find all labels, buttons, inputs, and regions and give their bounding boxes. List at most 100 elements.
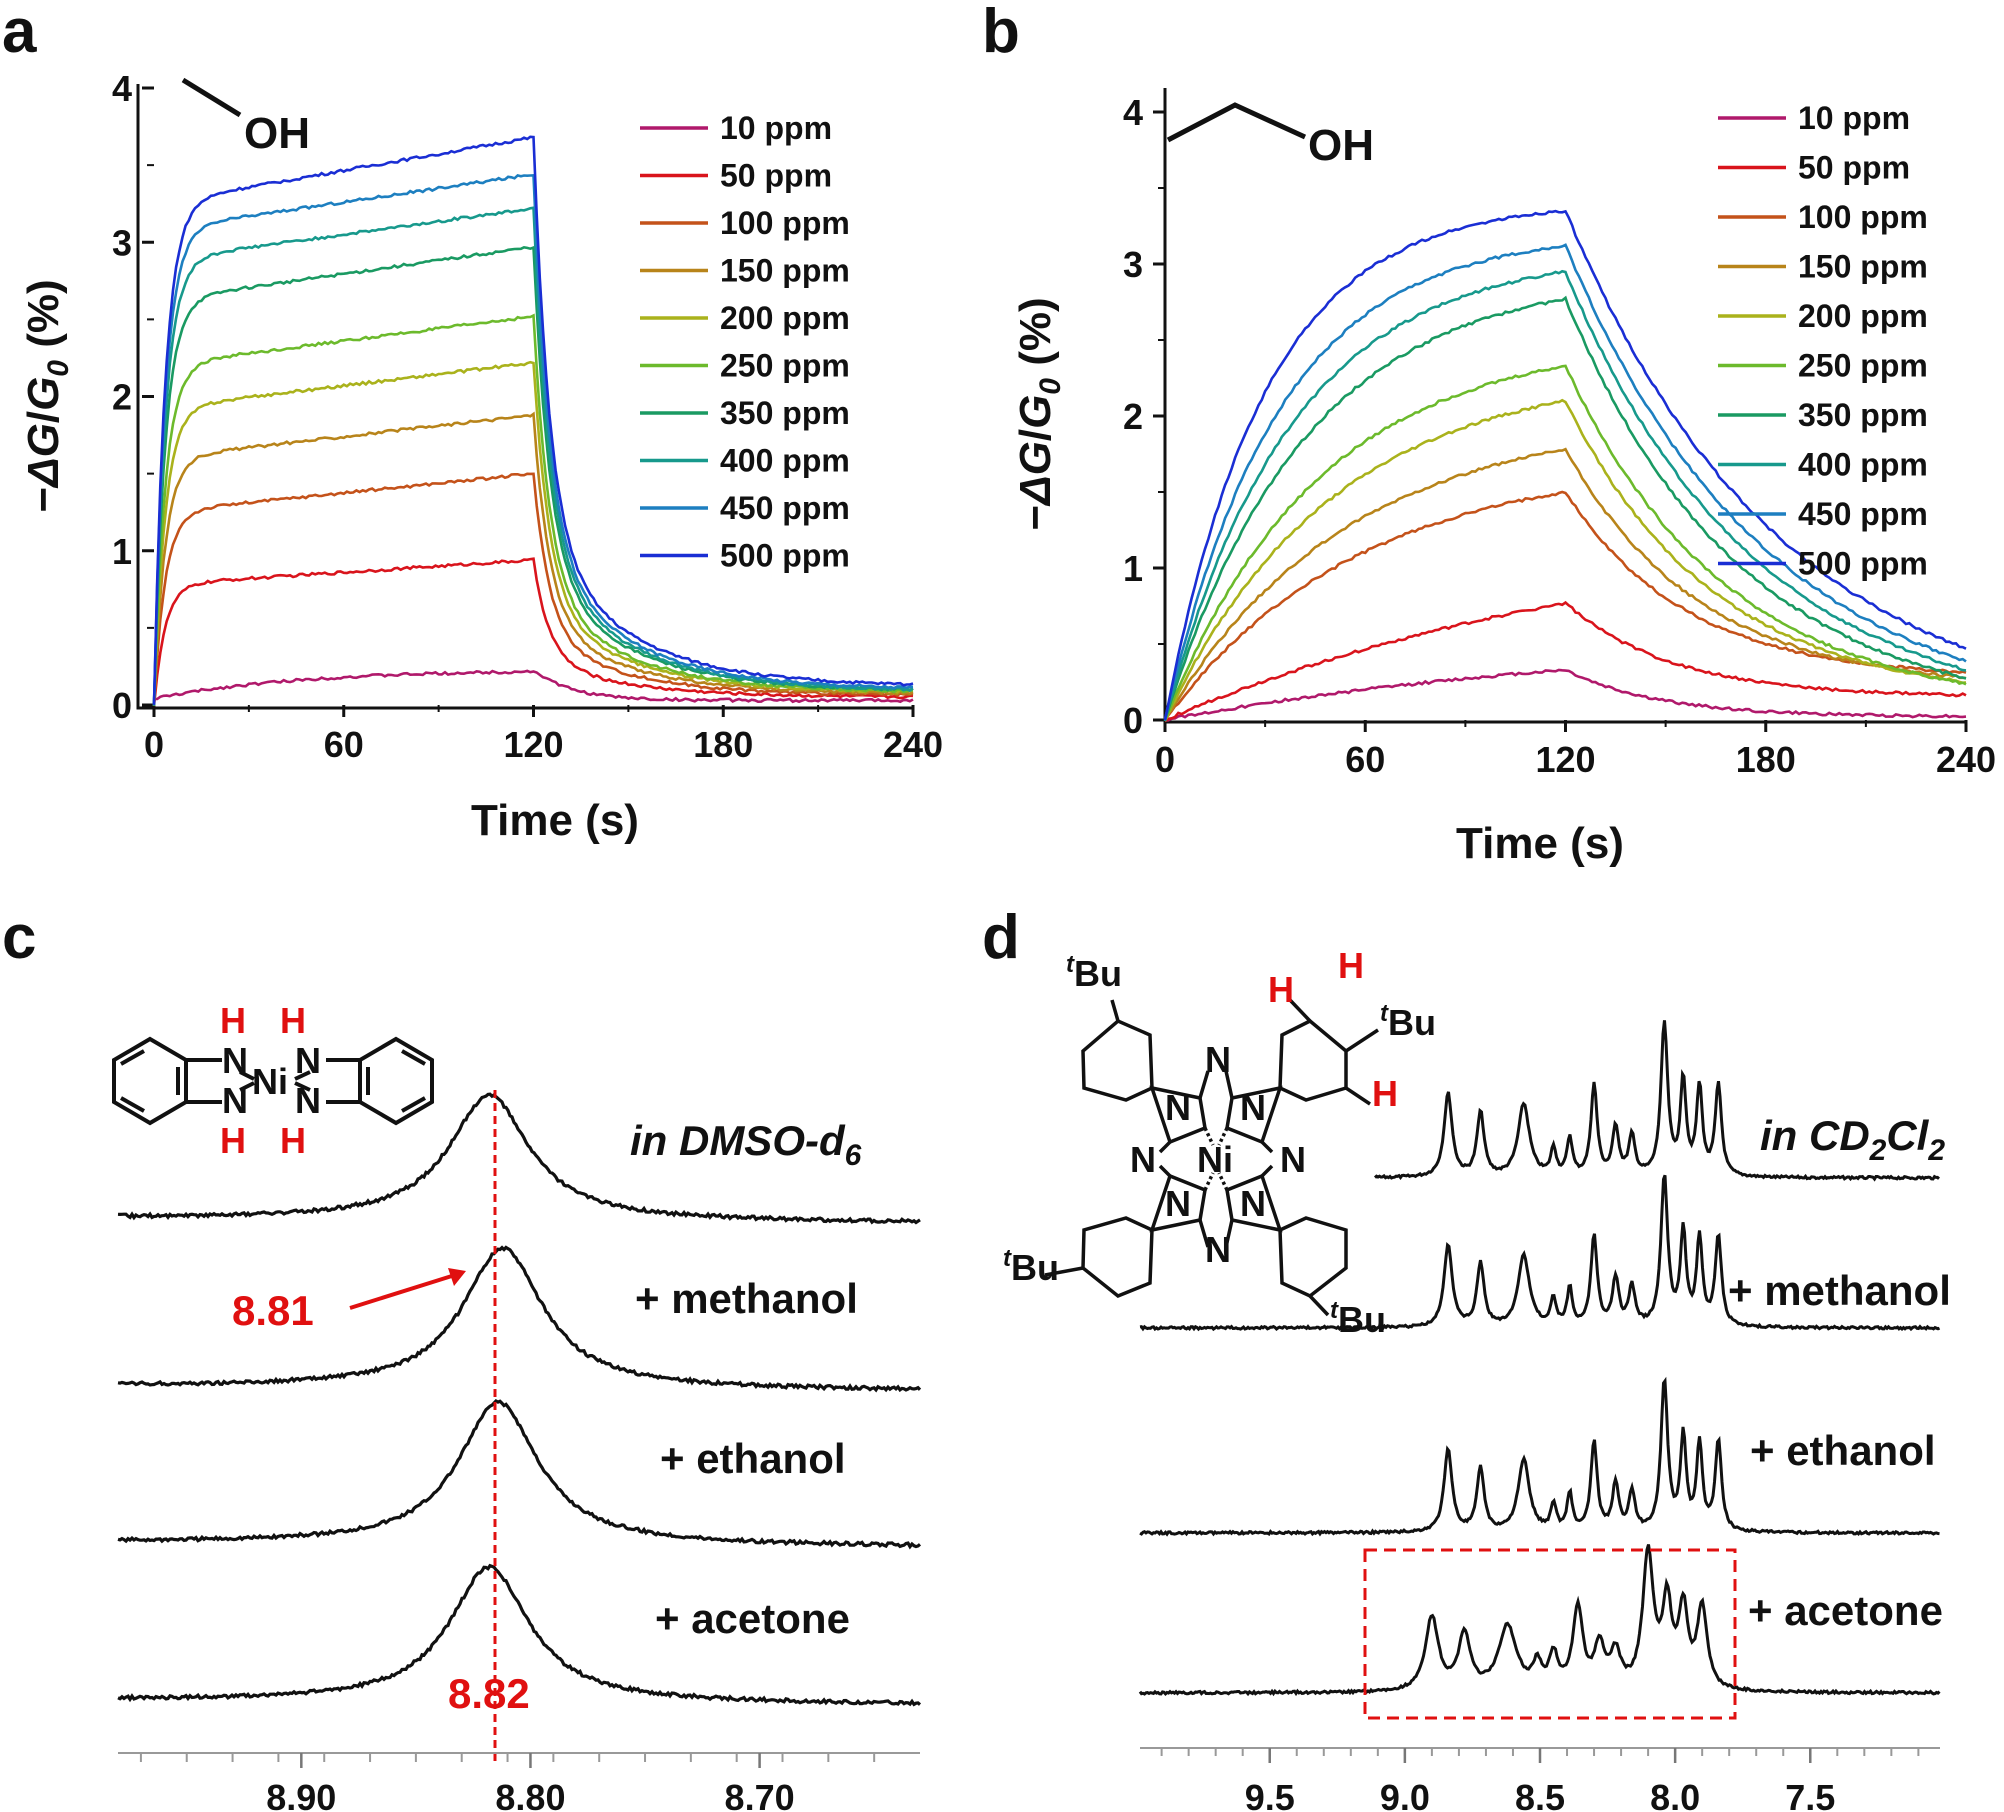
structure-c-n1: N	[222, 1040, 248, 1081]
structure-c-n2: N	[222, 1080, 248, 1121]
chart-a-axes	[136, 84, 913, 710]
chart-d-label-4: + acetone	[1748, 1587, 1943, 1634]
x-tick-label: 120	[503, 724, 563, 765]
structure-c-h1: H	[220, 1000, 246, 1041]
panel-letter-b: b	[982, 0, 1020, 66]
series-line-50-ppm	[152, 557, 914, 707]
legend-label: 250 ppm	[1798, 348, 1928, 384]
panel-letter-a: a	[2, 0, 37, 66]
x-tick-label: 0	[144, 724, 164, 765]
structure-c-h2: H	[280, 1000, 306, 1041]
y-tick-label: 4	[112, 68, 132, 109]
nmr-d-spectrum-3	[1138, 1544, 1941, 1697]
chart-b-lines	[1163, 209, 1967, 723]
chart-c-label-4: + acetone	[655, 1595, 850, 1642]
series-line-400-ppm	[152, 206, 914, 706]
legend-label: 10 ppm	[1798, 100, 1910, 136]
panel-c: c N N N N Ni H H H H	[2, 903, 922, 1812]
legend-label: 250 ppm	[720, 348, 850, 384]
legend-label: 50 ppm	[720, 158, 832, 194]
legend-label: 450 ppm	[1798, 496, 1928, 532]
x-tick-label: 8.80	[495, 1777, 565, 1812]
panel-letter-d: d	[982, 903, 1020, 972]
legend-label: 500 ppm	[720, 538, 850, 574]
legend-label: 400 ppm	[1798, 447, 1928, 483]
molecule-a-oh-label: OH	[244, 109, 310, 158]
structure-d-n6: N	[1240, 1087, 1266, 1128]
x-tick-label: 120	[1535, 739, 1595, 780]
x-tick-label: 8.0	[1650, 1777, 1700, 1812]
chart-d-label-1: in CD2Cl2	[1760, 1112, 1945, 1167]
series-line-10-ppm	[1164, 668, 1967, 722]
chart-d-ticks: 9.5 9.0 8.5 8.0 7.5	[1160, 1748, 1920, 1812]
chart-c-shift-upper: 8.81	[232, 1287, 314, 1334]
chart-b-ylabel: −ΔG/G0 (%)	[1011, 297, 1067, 530]
structure-d-tbu3: tBu	[1003, 1245, 1059, 1288]
x-tick-label: 180	[1736, 739, 1796, 780]
structure-d-n5: N	[1165, 1087, 1191, 1128]
series-line-50-ppm	[1164, 600, 1967, 723]
structure-c-ni: Ni	[252, 1061, 288, 1102]
nmr-c-spectrum-0	[117, 1092, 921, 1225]
x-tick-label: 240	[1936, 739, 1996, 780]
legend-label: 100 ppm	[720, 205, 850, 241]
x-tick-label: 60	[324, 724, 364, 765]
y-tick-label: 3	[112, 222, 132, 263]
chart-d-spectra	[1138, 1020, 1941, 1697]
structure-c-ni-complex	[112, 1036, 434, 1126]
structure-d-n8: N	[1240, 1183, 1266, 1224]
series-line-200-ppm	[1163, 398, 1967, 722]
chart-b-xlabel: Time (s)	[1456, 819, 1624, 868]
x-tick-label: 8.70	[725, 1777, 795, 1812]
chart-b-legend: 10 ppm 50 ppm 100 ppm 150 ppm 200 ppm 250 ppm…	[1718, 100, 1928, 582]
legend-label: 400 ppm	[720, 443, 850, 479]
chart-c-label-3: + ethanol	[660, 1435, 846, 1482]
legend-label: 50 ppm	[1798, 150, 1910, 186]
x-tick-label: 7.5	[1785, 1777, 1835, 1812]
structure-d-n7: N	[1165, 1183, 1191, 1224]
series-line-350-ppm	[1163, 295, 1967, 721]
chart-a-xlabel: Time (s)	[471, 796, 639, 845]
nmr-c-spectrum-1	[117, 1245, 922, 1393]
structure-d-h2: H	[1338, 945, 1364, 986]
structure-c-h4: H	[280, 1120, 306, 1161]
legend-label: 500 ppm	[1798, 546, 1928, 582]
chart-c-spectra	[117, 1092, 922, 1707]
y-tick-label: 2	[1123, 396, 1143, 437]
y-tick-label: 3	[1123, 244, 1143, 285]
structure-d-tbu1: tBu	[1066, 951, 1122, 994]
series-line-450-ppm	[1163, 243, 1967, 720]
y-tick-label: 0	[112, 685, 132, 726]
molecule-methanol: OH	[181, 77, 310, 158]
y-tick-label: 4	[1123, 92, 1143, 133]
chart-c-ticks: 8.90 8.80 8.70	[139, 1753, 876, 1812]
molecule-b-oh-label: OH	[1308, 121, 1374, 170]
series-line-500-ppm	[152, 135, 914, 705]
x-tick-label: 8.5	[1515, 1777, 1565, 1812]
chart-a-ylabel: −ΔG/G0 (%)	[19, 279, 75, 512]
legend-label: 200 ppm	[1798, 298, 1928, 334]
series-line-250-ppm	[1163, 364, 1967, 720]
x-tick-label: 60	[1345, 739, 1385, 780]
nmr-c-spectrum-3	[117, 1563, 922, 1707]
panel-d: d	[982, 903, 1951, 1812]
chart-c-shift-lower: 8.82	[448, 1670, 530, 1717]
x-tick-label: 9.0	[1380, 1777, 1430, 1812]
chart-c-label-1: in DMSO-d6	[630, 1117, 862, 1172]
structure-c-n3: N	[295, 1040, 321, 1081]
molecule-ethanol: OH	[1166, 102, 1374, 170]
structure-d-n2: N	[1205, 1229, 1231, 1270]
chart-c-label-2: + methanol	[635, 1275, 858, 1322]
structure-c-n4: N	[295, 1080, 321, 1121]
x-tick-label: 180	[693, 724, 753, 765]
structure-d-tbu4: tBu	[1330, 1297, 1386, 1340]
series-line-150-ppm	[1163, 447, 1967, 721]
legend-label: 100 ppm	[1798, 199, 1928, 235]
nmr-c-spectrum-2	[117, 1399, 922, 1550]
chart-c-arrow-head	[448, 1268, 466, 1286]
x-tick-label: 8.90	[266, 1777, 336, 1812]
legend-label: 200 ppm	[720, 300, 850, 336]
nmr-d-spectrum-1	[1139, 1174, 1941, 1332]
y-tick-label: 2	[112, 377, 132, 418]
y-tick-label: 0	[1123, 700, 1143, 741]
